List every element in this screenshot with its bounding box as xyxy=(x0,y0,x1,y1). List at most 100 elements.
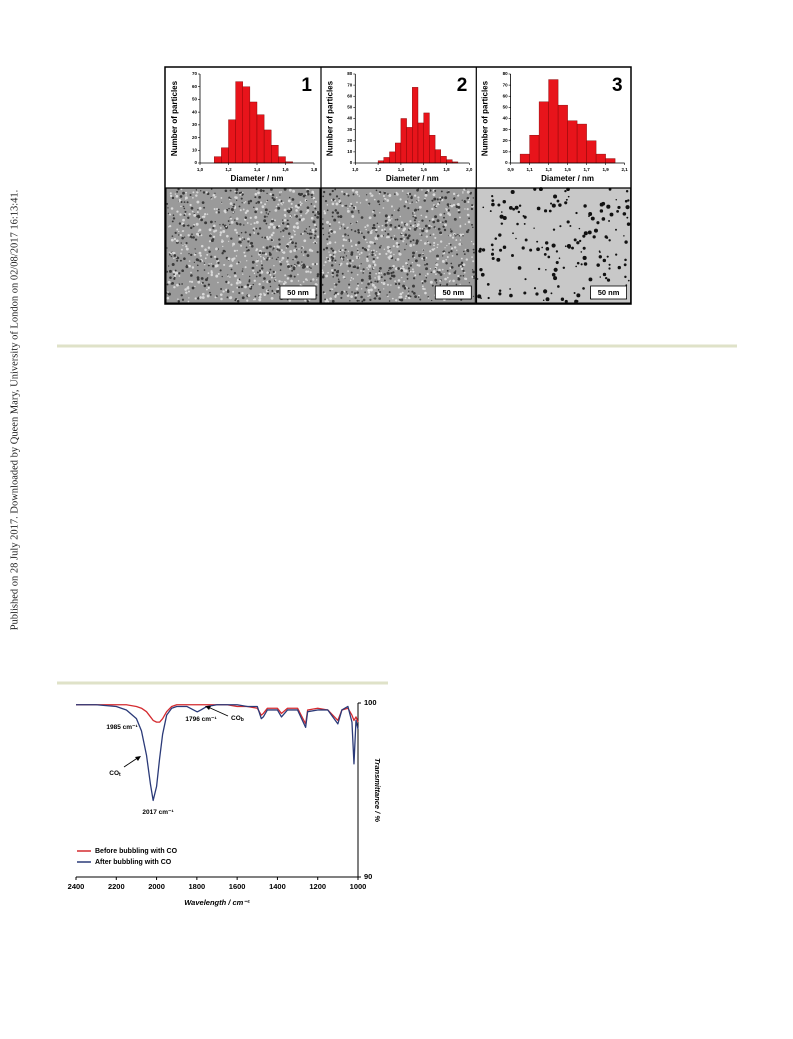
x-tick-label: 0,9 xyxy=(507,167,514,172)
tem-particle xyxy=(176,283,179,287)
tem-particle xyxy=(400,269,403,272)
tem-particle xyxy=(604,235,608,239)
tem-particle xyxy=(313,223,317,227)
tem-particle xyxy=(205,278,208,282)
tem-particle xyxy=(316,279,318,281)
tem-particle xyxy=(295,249,298,251)
tem-particle xyxy=(368,271,372,275)
tem-particle xyxy=(615,253,618,256)
tem-particle xyxy=(400,232,403,235)
tem-particle xyxy=(491,202,495,207)
tem-particle xyxy=(276,245,279,248)
tem-particle xyxy=(272,225,276,229)
x-tick-label: 1,9 xyxy=(602,167,609,172)
tem-particle xyxy=(253,298,256,301)
tem-particle xyxy=(364,238,367,241)
tem-particle xyxy=(537,267,541,271)
tem-particle xyxy=(625,284,628,286)
tem-particle xyxy=(195,194,198,197)
tem-particle xyxy=(551,272,556,277)
tem-particle xyxy=(373,214,377,217)
tem-particle xyxy=(377,225,380,228)
tem-particle xyxy=(223,263,226,266)
y-tick-label: 30 xyxy=(503,127,509,132)
tem-particle xyxy=(369,298,372,302)
tem-particle xyxy=(179,233,182,237)
tem-particle xyxy=(328,257,331,260)
tem-particle xyxy=(449,234,452,237)
tem-particle xyxy=(367,231,370,234)
tem-particle xyxy=(316,228,318,230)
tem-particle xyxy=(499,248,503,252)
tem-particle xyxy=(167,292,171,296)
tem-particle xyxy=(288,188,292,192)
tem-particle xyxy=(257,200,261,204)
tem-particle xyxy=(170,255,173,258)
tem-particle xyxy=(429,189,432,192)
tem-particle xyxy=(268,236,272,239)
tem-particle xyxy=(407,267,411,270)
tem-particle xyxy=(398,250,400,252)
tem-particle xyxy=(272,231,275,234)
tem-particle xyxy=(352,206,356,209)
tem-particle xyxy=(278,191,281,193)
tem-particle xyxy=(298,248,300,250)
tem-particle xyxy=(196,276,200,279)
annotation: 1796 cm⁻¹ xyxy=(185,716,216,723)
tem-particle xyxy=(490,243,494,247)
tem-particle xyxy=(302,194,306,198)
tem-particle xyxy=(264,208,268,212)
tem-particle xyxy=(330,269,334,272)
tem-particle xyxy=(197,230,200,232)
scale-bar-label: 50 nm xyxy=(442,288,464,297)
y-tick-label: 50 xyxy=(503,105,509,110)
tem-particle xyxy=(466,208,469,211)
tem-particle xyxy=(398,300,400,302)
tem-particle xyxy=(234,299,237,302)
tem-particle xyxy=(356,266,360,270)
tem-particle xyxy=(193,213,197,217)
tem-particle xyxy=(280,249,283,252)
tem-particle xyxy=(301,261,303,263)
tem-particle xyxy=(258,269,262,272)
tem-particle xyxy=(356,249,359,252)
tem-particle xyxy=(322,234,325,236)
tem-particle xyxy=(311,196,313,198)
tem-particle xyxy=(459,265,462,268)
tem-particle xyxy=(385,252,388,255)
tem-particle xyxy=(421,229,425,233)
tem-particle xyxy=(510,189,515,195)
tem-particle xyxy=(350,228,353,231)
tem-particle xyxy=(368,253,370,255)
tem-particle xyxy=(255,275,258,278)
tem-particle xyxy=(169,276,172,279)
tem-particle xyxy=(212,193,216,197)
tem-particle xyxy=(535,292,539,296)
y-tick-label: 40 xyxy=(192,109,198,114)
tem-particle xyxy=(312,196,316,200)
tem-particle xyxy=(374,236,378,240)
tem-particle xyxy=(219,293,223,296)
tem-particle xyxy=(414,295,417,299)
tem-particle xyxy=(240,232,243,234)
tem-particle xyxy=(175,194,179,198)
tem-particle xyxy=(197,209,199,211)
tem-particle xyxy=(185,247,189,251)
tem-particle xyxy=(182,193,185,195)
tem-particle xyxy=(455,239,458,242)
tem-particle xyxy=(440,190,443,193)
tem-particle xyxy=(346,227,348,229)
tem-particle xyxy=(255,220,259,224)
tem-particle xyxy=(462,263,466,267)
x-tick-label: 1800 xyxy=(189,882,206,891)
panel-number: 3 xyxy=(612,75,623,96)
tem-particle xyxy=(168,265,170,267)
y-tick-label: 70 xyxy=(192,71,198,76)
tem-particle xyxy=(472,243,475,245)
tem-particle xyxy=(458,242,462,246)
tem-particle xyxy=(369,240,373,244)
tem-particle xyxy=(190,280,194,284)
tem-particle xyxy=(433,241,436,245)
tem-particle xyxy=(373,297,377,300)
